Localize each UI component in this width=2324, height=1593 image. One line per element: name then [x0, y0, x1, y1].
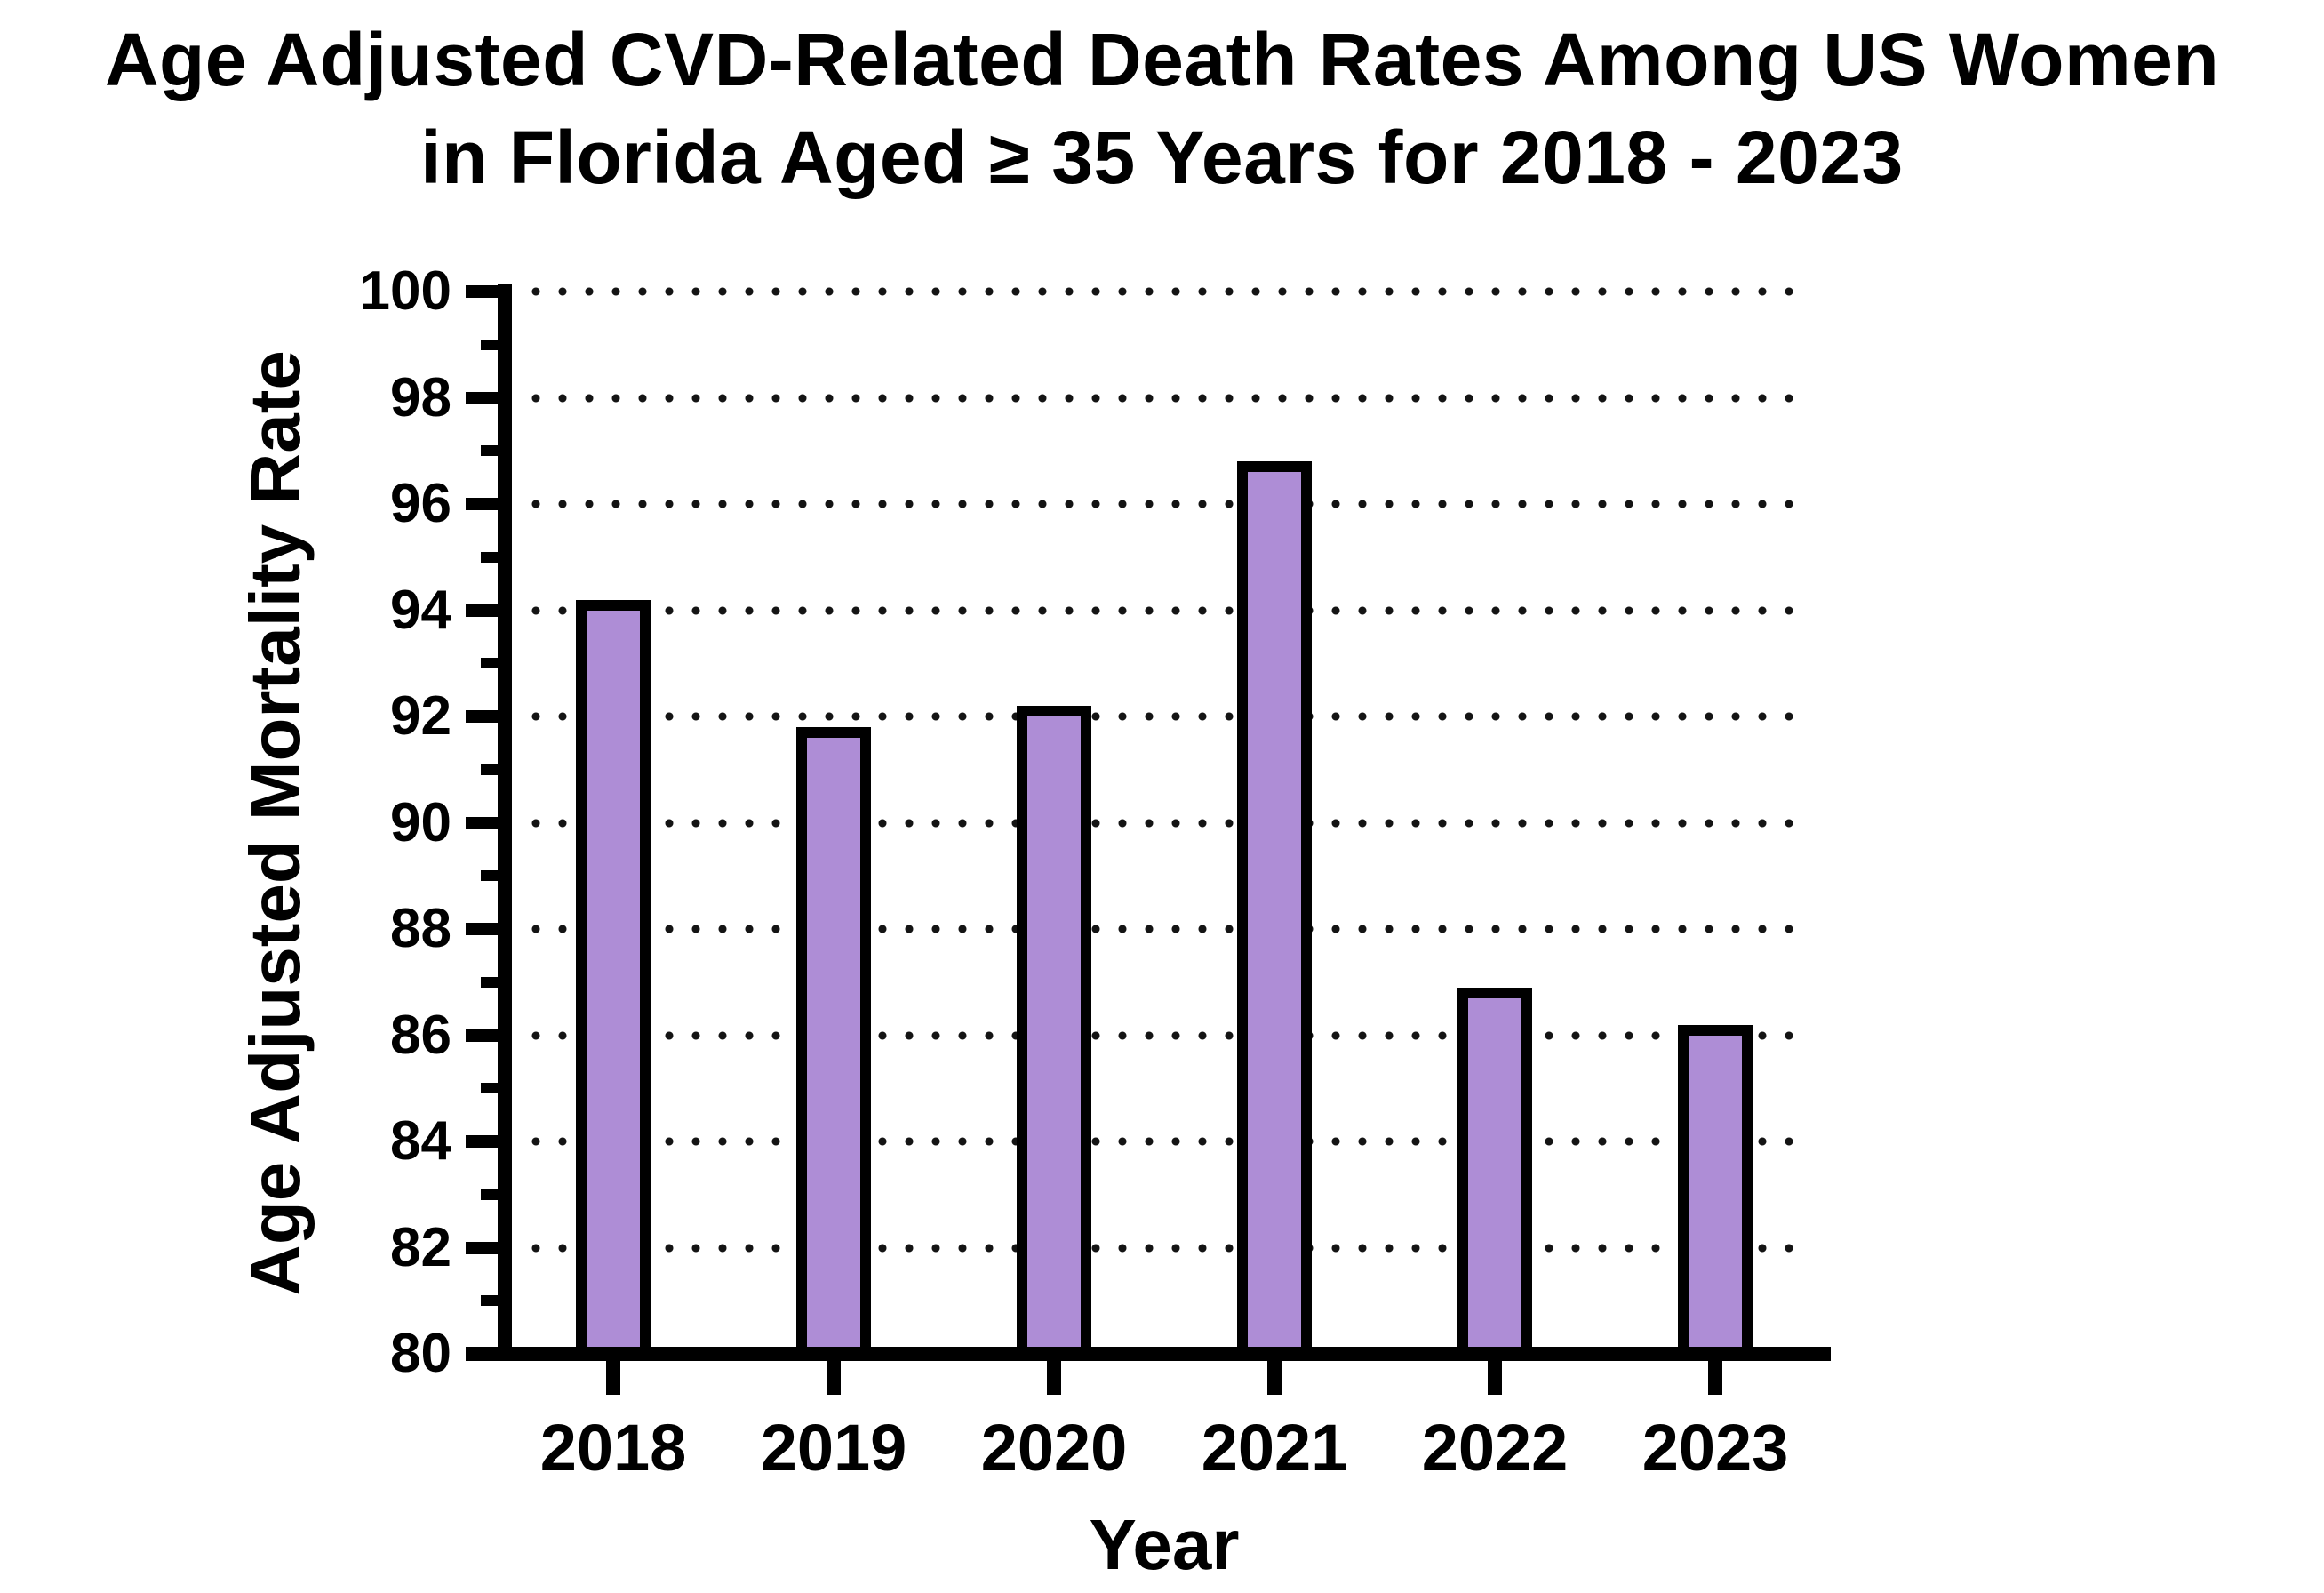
- x-tick-label-2022: 2022: [1421, 1411, 1569, 1485]
- gridline-dotted-98: [523, 393, 1811, 403]
- y-minor-tick-83: [481, 1189, 499, 1200]
- chart-title-line2: in Florida Aged ≥ 35 Years for 2018 - 20…: [420, 116, 1904, 199]
- gridline-dotted-100: [523, 287, 1811, 296]
- y-major-tick-100: [466, 285, 499, 298]
- y-tick-label-100: 100: [359, 260, 451, 322]
- y-major-tick-96: [466, 498, 499, 510]
- gridline-dotted-88: [523, 925, 1811, 933]
- x-tick-2019: [827, 1361, 841, 1395]
- x-tick-label-2019: 2019: [760, 1411, 907, 1485]
- y-tick-label-80: 80: [390, 1323, 451, 1384]
- y-tick-label-86: 86: [390, 1004, 451, 1066]
- y-tick-label-90: 90: [390, 791, 451, 853]
- x-tick-2023: [1708, 1361, 1722, 1395]
- y-minor-tick-95: [481, 551, 499, 563]
- y-major-tick-84: [466, 1135, 499, 1148]
- gridline-dotted-92: [523, 712, 1811, 721]
- bar-2019: [796, 726, 871, 1357]
- y-tick-label-88: 88: [390, 898, 451, 959]
- y-tick-label-92: 92: [390, 685, 451, 747]
- y-minor-tick-99: [481, 339, 499, 350]
- y-major-tick-82: [466, 1241, 499, 1254]
- y-minor-tick-81: [481, 1295, 499, 1307]
- gridline-dotted-90: [523, 818, 1811, 828]
- x-tick-2022: [1488, 1361, 1502, 1395]
- y-major-tick-90: [466, 816, 499, 829]
- y-major-tick-86: [466, 1029, 499, 1042]
- x-axis-title: Year: [1089, 1505, 1240, 1584]
- y-major-tick-94: [466, 604, 499, 617]
- y-major-tick-88: [466, 923, 499, 935]
- y-tick-label-82: 82: [390, 1216, 451, 1278]
- gridline-dotted-82: [523, 1243, 1811, 1253]
- gridline-dotted-96: [523, 500, 1811, 508]
- x-tick-2021: [1267, 1361, 1282, 1395]
- y-minor-tick-91: [481, 764, 499, 775]
- gridline-dotted-94: [523, 605, 1811, 615]
- x-tick-label-2018: 2018: [539, 1411, 687, 1485]
- y-tick-label-96: 96: [390, 473, 451, 534]
- gridline-dotted-86: [523, 1030, 1811, 1040]
- y-tick-label-94: 94: [390, 579, 451, 641]
- bar-2020: [1017, 706, 1091, 1357]
- x-tick-label-2023: 2023: [1641, 1411, 1789, 1485]
- chart-title: Age Adjusted CVD-Related Death Rates Amo…: [0, 11, 2324, 206]
- y-minor-tick-87: [481, 976, 499, 988]
- y-tick-label-98: 98: [390, 366, 451, 428]
- x-tick-2020: [1047, 1361, 1061, 1395]
- bar-2023: [1678, 1024, 1753, 1357]
- gridline-dotted-84: [523, 1137, 1811, 1146]
- y-major-tick-80: [466, 1348, 499, 1360]
- bar-2018: [576, 599, 651, 1357]
- x-tick-label-2021: 2021: [1201, 1411, 1348, 1485]
- bar-2022: [1457, 987, 1532, 1357]
- x-tick-label-2020: 2020: [980, 1411, 1128, 1485]
- y-minor-tick-97: [481, 445, 499, 457]
- y-tick-label-84: 84: [390, 1110, 451, 1172]
- y-major-tick-98: [466, 391, 499, 404]
- y-minor-tick-89: [481, 870, 499, 882]
- x-axis-line: [466, 1347, 1831, 1361]
- y-minor-tick-93: [481, 658, 499, 669]
- y-axis-line: [498, 284, 512, 1361]
- bar-2021: [1237, 461, 1312, 1357]
- x-tick-2018: [606, 1361, 620, 1395]
- y-minor-tick-85: [481, 1083, 499, 1094]
- chart-title-line1: Age Adjusted CVD-Related Death Rates Amo…: [104, 18, 2220, 101]
- y-major-tick-92: [466, 710, 499, 723]
